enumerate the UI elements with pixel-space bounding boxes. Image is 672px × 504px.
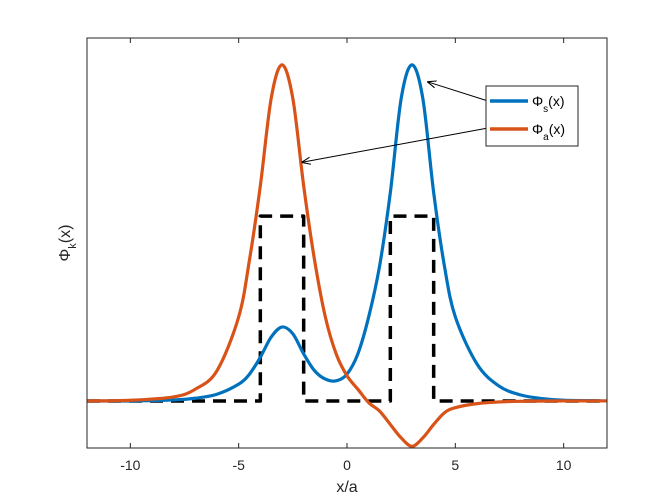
- legend: Φs(x) Φa(x): [485, 85, 579, 147]
- annotation-arrows: [302, 82, 489, 163]
- x-tick-label: 5: [451, 457, 459, 473]
- series-line-potential: [87, 214, 607, 403]
- series-line-phi-a: [87, 63, 607, 448]
- series-layer: [87, 63, 607, 448]
- y-axis-label: Φk(x): [57, 225, 79, 262]
- annotation-arrow-a-x: [302, 127, 489, 162]
- x-ticks: -10 -5 0 5 10: [120, 38, 572, 473]
- legend-label-s: Φs(x): [532, 93, 565, 115]
- x-tick-label: 0: [343, 457, 351, 473]
- series-line-phi-s: [87, 63, 607, 403]
- legend-label-a: Φa(x): [532, 121, 565, 143]
- x-tick-label: 10: [556, 457, 572, 473]
- x-tick-label: -5: [232, 457, 245, 473]
- x-tick-label: -10: [120, 457, 140, 473]
- legend-box: [485, 85, 579, 147]
- x-axis-label: x/a: [336, 479, 357, 496]
- annotation-arrow-s-x: [427, 82, 489, 102]
